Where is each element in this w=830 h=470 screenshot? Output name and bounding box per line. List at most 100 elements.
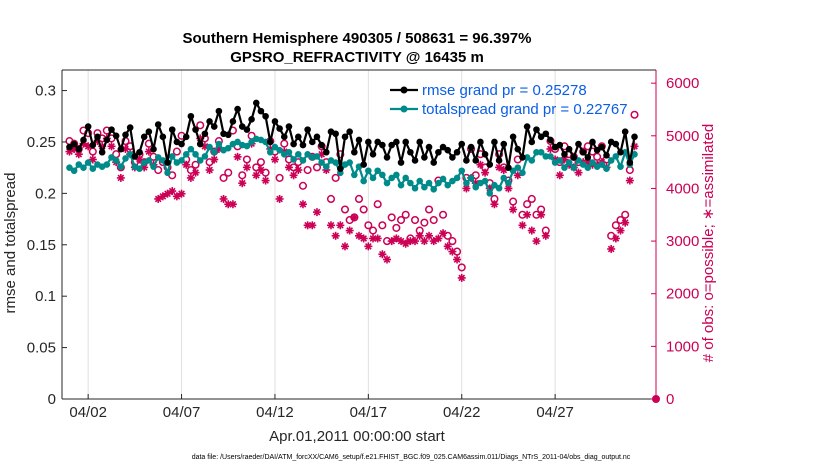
rmse-point [159, 133, 167, 141]
rmse-point [192, 126, 199, 133]
totalspread-point [444, 181, 452, 189]
y-tick-label-right: 3000 [666, 233, 699, 250]
totalspread-point [192, 151, 199, 158]
totalspread-point [75, 161, 83, 168]
rmse-point [402, 138, 409, 146]
rmse-point [453, 148, 461, 156]
rmse-point [248, 116, 255, 123]
data-file-footnote: data file: /Users/raeder/DAI/ATM_forcXX/… [192, 454, 631, 461]
assimilated-marker [182, 160, 191, 169]
star-stroke [168, 187, 176, 195]
rmse-point [579, 148, 587, 156]
star-stroke [364, 242, 372, 250]
totalspread-point [397, 181, 405, 189]
totalspread-point [294, 151, 302, 158]
rmse-point [66, 143, 73, 151]
rmse-point [234, 105, 241, 113]
star-stroke [341, 242, 349, 250]
rmse-point [612, 140, 620, 148]
rmse-point [374, 138, 381, 146]
totalspread-point [402, 174, 409, 182]
assimilated-marker [345, 226, 354, 235]
assimilated-marker [233, 152, 242, 161]
star-stroke [481, 169, 489, 177]
rmse-point [224, 131, 232, 139]
star-stroke [350, 214, 358, 221]
totalspread-point [290, 156, 297, 163]
star-stroke [612, 235, 620, 242]
assimilated-marker [228, 200, 237, 209]
possible-marker [196, 121, 205, 130]
rmse-point [168, 126, 176, 133]
totalspread-point [136, 165, 143, 172]
rmse-point [575, 140, 582, 148]
rmse-point [593, 146, 601, 154]
star-stroke [505, 185, 512, 192]
totalspread-point [607, 157, 615, 164]
rmse-point [407, 148, 414, 156]
totalspread-point [234, 138, 241, 146]
possible-marker [331, 173, 340, 182]
totalspread-point [486, 190, 494, 197]
totalspread-point [313, 153, 321, 160]
totalspread-point [84, 159, 92, 166]
totalspread-point [453, 174, 461, 182]
possible-marker [298, 181, 308, 190]
assimilated-marker [518, 221, 527, 230]
rmse-point [523, 123, 531, 130]
rmse-point [514, 145, 522, 153]
assimilated-marker [434, 234, 443, 243]
assimilated-marker [219, 194, 228, 203]
star-stroke [360, 235, 368, 242]
star-stroke [294, 166, 302, 174]
assimilated-marker [336, 221, 345, 230]
star-stroke [463, 185, 470, 192]
star-stroke [136, 156, 143, 163]
assimilated-marker [527, 226, 536, 235]
assimilated-marker [532, 237, 541, 246]
star-stroke [108, 142, 115, 150]
assimilated-marker [448, 247, 457, 256]
y-tick-label-left: 0.3 [35, 83, 56, 100]
rmse-point [117, 145, 125, 153]
assimilated-marker [574, 168, 583, 177]
assimilated-marker [107, 142, 116, 151]
possible-marker [336, 150, 345, 159]
totalspread-point [584, 164, 592, 171]
rmse-point [299, 141, 307, 149]
rmse-point [393, 138, 400, 146]
rmse-point [210, 123, 218, 130]
rmse-point [411, 157, 419, 164]
totalspread-point [164, 169, 171, 177]
assimilated-marker [415, 231, 424, 240]
rmse-point [537, 133, 545, 141]
assimilated-marker [611, 234, 620, 243]
assimilated-marker [186, 173, 195, 182]
x-tick-label: 04/17 [350, 404, 388, 421]
rmse-point [323, 148, 330, 156]
possible-marker [410, 215, 420, 225]
rmse-point [388, 141, 395, 149]
rmse-point [238, 123, 246, 130]
star-stroke [392, 235, 400, 242]
totalspread-point [463, 179, 470, 187]
rmse-point [481, 151, 489, 158]
rmse-point [252, 99, 260, 107]
rmse-point [477, 138, 484, 146]
star-stroke [621, 219, 629, 227]
assimilated-marker [457, 273, 466, 282]
rmse-point [472, 157, 480, 164]
assimilated-marker [210, 155, 219, 164]
rmse-point [294, 133, 302, 141]
totalspread-point [579, 161, 587, 168]
y-axis-label-right: # of obs: o=possible; ∗=assimilated [700, 124, 717, 363]
assimilated-marker [616, 226, 625, 235]
possible-marker [621, 210, 630, 219]
assimilated-marker [242, 163, 251, 172]
assimilated-marker [350, 213, 359, 222]
rmse-point [178, 140, 185, 148]
y-tick-label-left: 0.05 [27, 340, 56, 357]
rmse-point [309, 138, 316, 146]
assimilated-marker [621, 218, 630, 227]
star-stroke [290, 171, 297, 179]
